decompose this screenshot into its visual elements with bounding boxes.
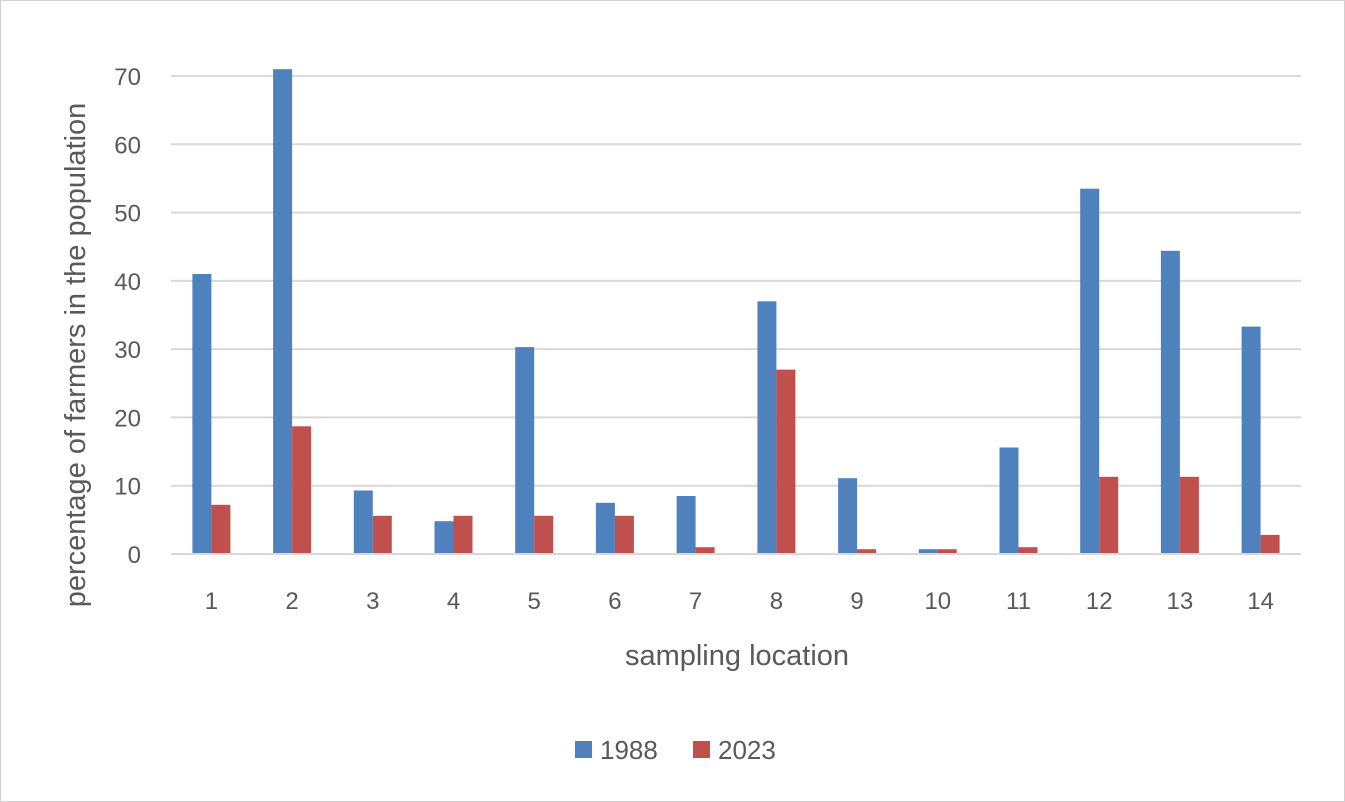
bar-2023-loc-12	[1099, 476, 1119, 554]
bar-1988-loc-4	[434, 521, 454, 554]
bar-2023-loc-7	[695, 547, 715, 554]
bar-1988-loc-7	[676, 496, 696, 554]
x-axis-ticks: 1 2 3 4 5 6 7 8 9 10 11 12 13 14	[205, 588, 1274, 615]
x-tick-label: 9	[850, 588, 863, 615]
bar-2023-loc-1	[211, 504, 231, 554]
legend-label-1988: 1988	[600, 735, 658, 765]
y-axis-title: percentage of farmers in the population	[60, 103, 92, 608]
bar-1988-loc-10	[918, 549, 938, 554]
bar-2023-loc-10	[937, 549, 957, 554]
x-tick-label: 11	[1006, 588, 1031, 615]
y-tick-label: 10	[114, 474, 141, 501]
bar-1988-loc-8	[757, 301, 777, 554]
bar-1988-loc-2	[273, 69, 293, 554]
bar-1988-loc-13	[1160, 250, 1180, 555]
x-tick-label: 6	[608, 588, 621, 615]
bar-1988-loc-3	[353, 490, 373, 554]
y-tick-label: 30	[114, 337, 141, 364]
legend-swatch-1988	[575, 741, 592, 758]
x-axis-title: sampling location	[625, 640, 849, 672]
y-tick-label: 20	[114, 405, 141, 432]
y-tick-label: 0	[128, 542, 141, 569]
bar-2023-loc-11	[1018, 547, 1038, 554]
legend: 1988 2023	[575, 735, 776, 765]
bar-2023-loc-9	[857, 549, 877, 554]
bar-2023-loc-14	[1260, 534, 1280, 554]
x-tick-label: 4	[447, 588, 460, 615]
x-tick-label: 14	[1247, 588, 1274, 615]
bar-2023-loc-8	[776, 369, 796, 554]
y-tick-label: 50	[114, 201, 141, 228]
bar-1988-loc-5	[515, 347, 535, 554]
bar-1988-loc-6	[595, 502, 615, 554]
x-tick-label: 13	[1167, 588, 1194, 615]
bar-2023-loc-2	[292, 426, 312, 554]
bar-2023-loc-3	[372, 515, 392, 554]
x-tick-label: 3	[366, 588, 379, 615]
bar-2023-loc-13	[1179, 476, 1199, 554]
x-tick-label: 2	[285, 588, 298, 615]
y-tick-label: 60	[114, 132, 141, 159]
bar-1988-loc-11	[999, 447, 1019, 554]
bar-2023-loc-5	[534, 515, 554, 554]
x-tick-label: 8	[770, 588, 783, 615]
legend-swatch-2023	[693, 741, 710, 758]
y-axis-ticks: 0 10 20 30 40 50 60 70	[114, 64, 141, 569]
gridlines	[171, 75, 1301, 487]
bar-1988-loc-12	[1080, 188, 1100, 554]
bar-1988-loc-9	[838, 478, 858, 554]
bar-1988-loc-14	[1241, 326, 1261, 554]
bar-1988-loc-1	[192, 274, 212, 554]
x-tick-label: 1	[205, 588, 218, 615]
x-tick-label: 7	[689, 588, 702, 615]
x-tick-label: 10	[924, 588, 951, 615]
bar-2023-loc-4	[453, 515, 473, 554]
bar-2023-loc-6	[614, 515, 634, 554]
y-tick-label: 40	[114, 269, 141, 296]
x-tick-label: 12	[1086, 588, 1113, 615]
legend-label-2023: 2023	[718, 735, 776, 765]
x-tick-label: 5	[528, 588, 541, 615]
bars	[192, 69, 1280, 555]
y-tick-label: 70	[114, 64, 141, 91]
